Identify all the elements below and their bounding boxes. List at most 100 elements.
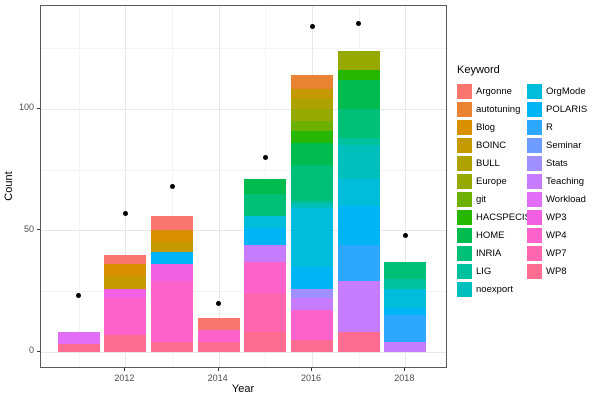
bar-2016-segment-BULL: [291, 99, 333, 109]
legend-item-Argonne: Argonne: [457, 84, 527, 99]
bar-2018-segment-LIG: [384, 278, 427, 289]
legend-column: OrgMode POLARIS R Seminar Stats Teaching Workl…: [527, 84, 597, 282]
bar-2013-segment-WP4: [151, 281, 194, 342]
bar-2013-segment-Argonne: [151, 215, 194, 231]
legend-column: Argonne autotuning Blog BOINC BULL Europe git H…: [457, 84, 531, 300]
OrgMode-swatch-icon: [527, 84, 542, 99]
legend-item-label: HOME: [476, 230, 505, 241]
legend-item-WP8: WP8: [527, 264, 597, 279]
bar-2015-segment-INRIA: [244, 193, 287, 216]
bar-2017-segment-INRIA: [337, 108, 380, 139]
bar-2017-segment-HOME: [337, 79, 380, 109]
x-tick-mark: [311, 367, 312, 371]
bar-2017-segment-POLARIS: [337, 206, 380, 245]
legend-item-noexport: noexport: [457, 282, 527, 297]
HOME-swatch-icon: [457, 228, 472, 243]
y-tick-label: 50: [23, 223, 34, 234]
gridline-y-minor: [40, 291, 446, 292]
bar-2013-segment-WP3: [151, 264, 194, 282]
legend-item-label: WP3: [546, 212, 567, 223]
WP4-swatch-icon: [527, 228, 542, 243]
x-tick-mark: [404, 367, 406, 371]
INRIA-swatch-icon: [457, 246, 472, 261]
legend-item-autotuning: autotuning: [457, 102, 527, 117]
bar-2015-segment-POLARIS: [244, 227, 287, 245]
bar-2018-segment-Teaching: [384, 341, 427, 352]
legend-item-Workload: Workload: [527, 192, 597, 207]
gridline-y-major: [40, 230, 446, 232]
legend-item-WP3: WP3: [527, 210, 597, 225]
y-tick-mark: [36, 107, 40, 109]
legend-item-label: HACSPECIS: [476, 212, 531, 223]
gridline-y-major: [40, 351, 446, 353]
bar-2014-segment-Argonne: [197, 317, 240, 330]
legend-item-Teaching: Teaching: [527, 174, 597, 189]
gridline-x-major: [405, 5, 407, 367]
gridline-y-minor: [40, 169, 446, 171]
bar-2015-segment-Teaching: [244, 244, 287, 262]
x-tick-mark: [124, 367, 126, 371]
legend-title: Keyword: [457, 64, 500, 76]
legend-item-label: Argonne: [476, 86, 512, 97]
gridline-y-major: [40, 108, 446, 110]
point-2016: [309, 23, 315, 29]
legend-item-Stats: Stats: [527, 156, 597, 171]
bar-2012-segment-Argonne: [104, 254, 147, 265]
legend-item-git: git: [457, 192, 527, 207]
gridline-x-major: [125, 5, 127, 367]
bar-2016-segment-Europe: [291, 108, 333, 122]
point-2012: [122, 210, 128, 216]
plot-panel: [39, 4, 447, 368]
bar-2016-segment-Stats: [291, 288, 333, 299]
bar-2011-segment-WP8: [57, 344, 100, 352]
bar-2016-segment-WP8: [291, 339, 333, 352]
bar-2018-segment-OrgMode: [384, 288, 427, 308]
legend-item-label: noexport: [476, 284, 513, 295]
legend-item-POLARIS: POLARIS: [527, 102, 597, 117]
bar-2018-segment-R: [384, 315, 427, 342]
BULL-swatch-icon: [457, 156, 472, 171]
bar-2018-segment-POLARIS: [384, 307, 427, 316]
bar-2013-segment-WP8: [151, 341, 194, 352]
bar-2016-segment-Teaching: [291, 298, 333, 311]
bar-2012-segment-WP4: [104, 298, 147, 335]
Stats-swatch-icon: [527, 156, 542, 171]
git-swatch-icon: [457, 192, 472, 207]
bar-2016-segment-OrgMode: [291, 208, 333, 267]
legend-item-label: WP7: [546, 248, 567, 259]
legend-item-label: Stats: [546, 158, 568, 169]
bar-2011-segment-Workload: [57, 332, 100, 345]
bar-2018-segment-INRIA: [384, 261, 427, 279]
WP8-swatch-icon: [527, 264, 542, 279]
x-tick-label: 2014: [207, 372, 228, 383]
legend-item-WP4: WP4: [527, 228, 597, 243]
legend-item-label: R: [546, 122, 553, 133]
legend-item-label: Blog: [476, 122, 496, 133]
bar-2017-segment-Europe: [337, 50, 380, 71]
gridline-x-minor: [78, 5, 80, 367]
Argonne-swatch-icon: [457, 84, 472, 99]
WP3-swatch-icon: [527, 210, 542, 225]
WP7-swatch-icon: [527, 246, 542, 261]
bar-2016-segment-noexport: [291, 203, 333, 209]
bar-2016-segment-HOME: [291, 142, 333, 165]
x-tick-label: 2018: [394, 372, 415, 383]
bar-2016-segment-autotuning: [291, 74, 333, 90]
x-axis-title: Year: [231, 383, 255, 395]
legend-item-WP7: WP7: [527, 246, 597, 261]
legend-item-label: POLARIS: [546, 104, 588, 115]
legend-item-Seminar: Seminar: [527, 138, 597, 153]
legend-item-HACSPECIS: HACSPECIS: [457, 210, 531, 225]
point-2011: [76, 293, 82, 299]
bar-2015-segment-WP8: [244, 332, 287, 352]
legend-item-BOINC: BOINC: [457, 138, 527, 153]
bar-2017-segment-Teaching: [337, 281, 380, 333]
point-2014: [216, 300, 222, 306]
R-swatch-icon: [527, 120, 542, 135]
legend-item-label: git: [476, 194, 487, 205]
bar-2015-segment-WP4: [244, 261, 287, 294]
legend-item-OrgMode: OrgMode: [527, 84, 597, 99]
bar-2016-segment-git: [291, 121, 333, 131]
legend-item-label: Europe: [476, 176, 507, 187]
